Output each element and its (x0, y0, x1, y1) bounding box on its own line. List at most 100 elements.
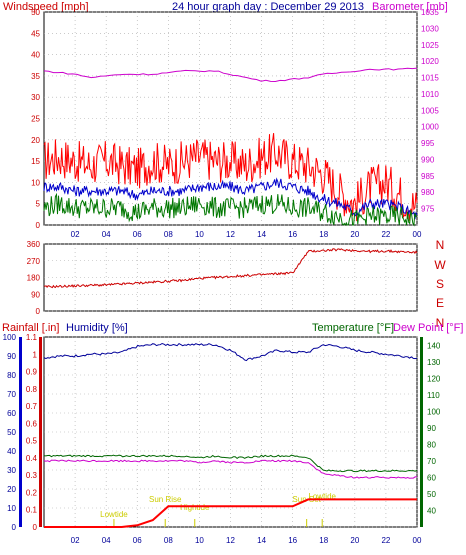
temperature-tick-label: 90 (427, 424, 436, 433)
windspeed-tick-label: 45 (31, 29, 40, 38)
series-dew-point-line (43, 459, 418, 479)
time-tick-label: 06 (133, 230, 142, 239)
barometer-tick-label: 1025 (421, 41, 439, 50)
event-label: Hightide (180, 503, 210, 512)
series-direction-line (43, 248, 418, 289)
rainfall-axis-bar (39, 337, 42, 527)
direction-tick-label: 90 (31, 290, 40, 299)
time-tick-label: 12 (226, 230, 235, 239)
temperature-axis-title: Temperature [°F] (312, 322, 394, 334)
event-label: Lowtide (100, 510, 128, 519)
wind-panel-frame (43, 11, 418, 226)
rainfall-tick-label: 0 (33, 523, 38, 532)
humidity-axis-title: Humidity [%] (66, 322, 128, 334)
barometer-axis-title: Barometer [mb] (372, 1, 448, 13)
temperature-tick-label: 70 (427, 457, 436, 466)
compass-label: E (436, 296, 444, 310)
time-tick-label: 16 (288, 230, 297, 239)
humidity-tick-label: 40 (7, 447, 16, 456)
humidity-tick-label: 50 (7, 428, 16, 437)
temperature-tick-label: 40 (427, 506, 436, 515)
barometer-tick-label: 990 (421, 155, 435, 164)
barometer-tick-label: 980 (421, 188, 435, 197)
rainfall-tick-label: 0.4 (26, 454, 38, 463)
barometer-tick-label: 995 (421, 139, 435, 148)
rainfall-tick-label: 0.6 (26, 419, 38, 428)
rainfall-tick-label: 0.2 (26, 488, 38, 497)
rainfall-tick-label: 0.1 (26, 506, 38, 515)
series-rainfall-line (44, 498, 417, 528)
time-tick-label: 10 (195, 536, 204, 545)
windspeed-axis-title: Windspeed [mph] (3, 1, 89, 13)
dewpoint-axis-title: Dew Point [°F] (393, 322, 463, 334)
temperature-tick-label: 110 (427, 391, 440, 400)
windspeed-tick-label: 20 (31, 136, 40, 145)
time-tick-label: 14 (257, 230, 266, 239)
time-tick-label: 22 (381, 536, 390, 545)
barometer-tick-label: 1030 (421, 24, 439, 33)
windspeed-tick-label: 40 (31, 51, 40, 60)
direction-tick-label: 180 (27, 274, 41, 283)
windspeed-tick-label: 30 (31, 93, 40, 102)
rainfall-tick-label: 0.5 (26, 437, 38, 446)
temperature-tick-label: 50 (427, 490, 436, 499)
time-tick-label: 08 (164, 230, 173, 239)
time-tick-label: 20 (350, 230, 359, 239)
barometer-tick-label: 1000 (421, 123, 439, 132)
temperature-tick-label: 140 (427, 341, 441, 350)
rain-panel-frame (43, 336, 418, 528)
humidity-tick-label: 60 (7, 409, 16, 418)
time-tick-label: 16 (288, 536, 297, 545)
rainfall-tick-label: 1.1 (26, 333, 38, 342)
windspeed-tick-label: 15 (31, 157, 40, 166)
direction-tick-label: 360 (27, 240, 41, 249)
rainfall-tick-label: 0.8 (26, 385, 38, 394)
time-tick-label: 12 (226, 536, 235, 545)
time-tick-label: 00 (413, 230, 422, 239)
rainfall-tick-label: 0.9 (26, 368, 38, 377)
compass-label: W (434, 258, 446, 272)
time-tick-label: 20 (350, 536, 359, 545)
direction-tick-label: 0 (36, 307, 41, 316)
humidity-tick-label: 90 (7, 352, 16, 361)
wind-barometer-panel: 0510152025303540455097598098599099510001… (31, 8, 439, 239)
time-tick-label: 04 (102, 536, 111, 545)
temperature-axis-bar (420, 337, 423, 527)
barometer-tick-label: 975 (421, 205, 435, 214)
time-tick-label: 08 (164, 536, 173, 545)
time-tick-label: 10 (195, 230, 204, 239)
series-windspeed-line (43, 133, 418, 222)
series-temperature-line (43, 454, 418, 473)
direction-tick-label: 270 (27, 257, 41, 266)
time-tick-label: 18 (319, 536, 328, 545)
windspeed-tick-label: 10 (31, 178, 40, 187)
compass-label: S (436, 277, 444, 291)
rainfall-tick-label: 1 (33, 350, 38, 359)
event-label: Lowtide (308, 492, 336, 501)
barometer-tick-label: 1035 (421, 8, 439, 17)
time-tick-label: 04 (102, 230, 111, 239)
time-tick-label: 22 (381, 230, 390, 239)
barometer-tick-label: 1005 (421, 106, 439, 115)
humidity-axis-bar (19, 337, 22, 527)
humidity-tick-label: 20 (7, 485, 16, 494)
barometer-tick-label: 985 (421, 172, 435, 181)
humidity-tick-label: 0 (12, 523, 17, 532)
series-low-line (43, 192, 418, 227)
windspeed-tick-label: 50 (31, 8, 40, 17)
series-humidity-line (43, 342, 418, 362)
series-barometer-line (43, 67, 418, 83)
time-tick-label: 00 (413, 536, 422, 545)
temperature-tick-label: 100 (427, 407, 441, 416)
event-label: Sun Rise (149, 495, 182, 504)
humidity-tick-label: 100 (3, 333, 17, 342)
barometer-tick-label: 1010 (421, 90, 439, 99)
time-tick-label: 02 (71, 536, 80, 545)
chart-title: 24 hour graph day : December 29 2013 (172, 1, 364, 13)
windspeed-tick-label: 35 (31, 72, 40, 81)
windspeed-tick-label: 25 (31, 115, 40, 124)
time-tick-label: 06 (133, 536, 142, 545)
temperature-tick-label: 80 (427, 440, 436, 449)
